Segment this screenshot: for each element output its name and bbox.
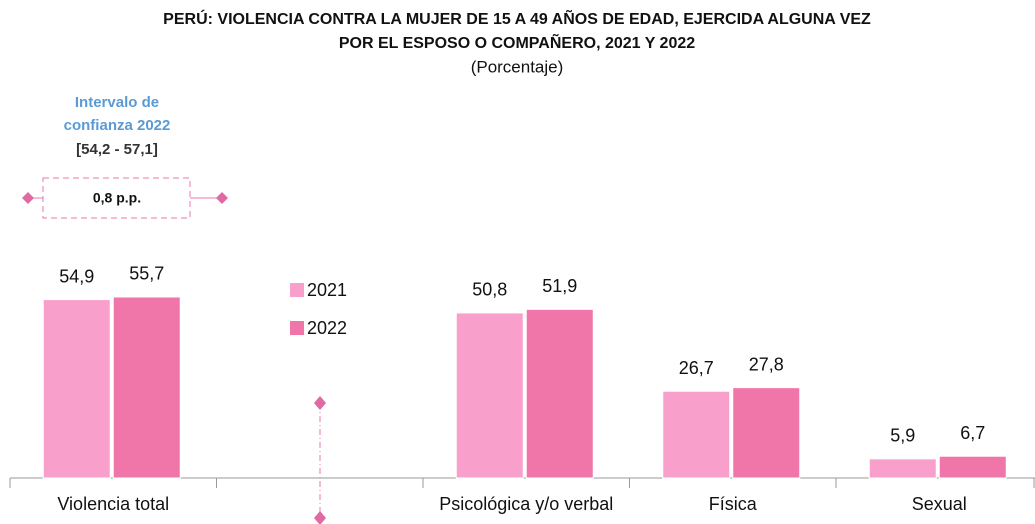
bar bbox=[662, 390, 731, 479]
bar bbox=[525, 308, 594, 479]
bar bbox=[868, 458, 937, 479]
data-label: 51,9 bbox=[542, 276, 577, 296]
annotation-diamond bbox=[216, 192, 228, 204]
annotation-title: confianza 2022 bbox=[64, 117, 171, 134]
bar bbox=[455, 312, 524, 479]
bar bbox=[938, 455, 1007, 479]
data-label: 26,7 bbox=[679, 358, 714, 378]
data-label: 6,7 bbox=[960, 423, 985, 443]
annotation-diamond bbox=[22, 192, 34, 204]
data-label: 54,9 bbox=[59, 266, 94, 286]
data-label: 55,7 bbox=[129, 264, 164, 284]
x-tick-label: Violencia total bbox=[57, 494, 169, 514]
x-tick-label: Física bbox=[709, 494, 758, 514]
legend-label: 2021 bbox=[307, 280, 347, 300]
annotation-title: Intervalo de bbox=[75, 94, 159, 111]
chart-title: POR EL ESPOSO O COMPAÑERO, 2021 Y 2022 bbox=[339, 32, 695, 52]
legend-label: 2022 bbox=[307, 318, 347, 338]
data-label: 27,8 bbox=[749, 354, 784, 374]
x-tick-label: Psicológica y/o verbal bbox=[439, 494, 613, 514]
chart-title: PERÚ: VIOLENCIA CONTRA LA MUJER DE 15 A … bbox=[163, 8, 871, 28]
bar bbox=[112, 296, 181, 479]
x-tick-label: Sexual bbox=[912, 494, 967, 514]
legend-swatch bbox=[290, 321, 304, 335]
bar bbox=[42, 299, 111, 479]
annotation-interval: [54,2 - 57,1] bbox=[76, 141, 158, 158]
annotation-difference: 0,8 p.p. bbox=[93, 190, 141, 206]
data-label: 5,9 bbox=[890, 426, 915, 446]
separator-diamond bbox=[314, 511, 326, 524]
chart-subtitle: (Porcentaje) bbox=[471, 57, 564, 76]
separator-diamond bbox=[314, 396, 326, 410]
data-label: 50,8 bbox=[472, 280, 507, 300]
bar bbox=[732, 387, 801, 479]
legend-swatch bbox=[290, 283, 304, 297]
